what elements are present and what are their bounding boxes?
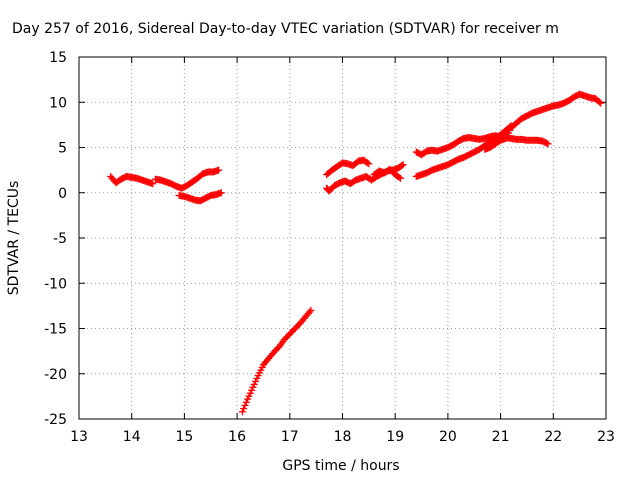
data-point — [399, 161, 407, 169]
data-point — [240, 405, 248, 413]
data-points — [107, 90, 605, 416]
x-tick-label: 13 — [70, 429, 88, 445]
y-tick-label: -20 — [44, 367, 67, 383]
y-tick-label: -25 — [44, 412, 67, 428]
data-point — [597, 99, 605, 107]
x-axis-label: GPS time / hours — [282, 458, 399, 474]
x-tick-label: 19 — [386, 429, 404, 445]
x-tick-label: 16 — [228, 429, 246, 445]
data-point — [238, 408, 246, 416]
data-point — [365, 160, 373, 168]
data-point — [396, 174, 404, 182]
data-point — [398, 162, 406, 170]
data-point — [364, 159, 372, 167]
y-axis-label: SDTVAR / TECUs — [6, 181, 22, 296]
x-tick-label: 15 — [175, 429, 193, 445]
data-point — [215, 166, 223, 174]
axes: 13 14 15 16 17 18 19 20 21 22 23 -25 -20 -15 -10 -5 0 5 10… — [44, 50, 615, 445]
y-tick-label: 5 — [58, 141, 67, 157]
x-tick-label: 17 — [281, 429, 299, 445]
data-point — [242, 398, 250, 406]
x-tick-label: 18 — [334, 429, 352, 445]
data-point — [149, 180, 157, 188]
x-tick-label: 22 — [544, 429, 562, 445]
data-point — [395, 173, 403, 181]
data-point — [544, 140, 552, 148]
x-tick-label: 20 — [439, 429, 457, 445]
x-tick-label: 23 — [597, 429, 615, 445]
data-point — [595, 98, 603, 106]
grid-lines — [79, 57, 606, 419]
data-point — [306, 308, 314, 316]
y-tick-label: -15 — [44, 322, 67, 338]
data-point — [307, 306, 315, 314]
x-tick-label: 21 — [492, 429, 510, 445]
y-tick-label: -5 — [53, 231, 67, 247]
data-point — [543, 139, 551, 147]
y-tick-label: 10 — [49, 95, 67, 111]
y-tick-label: 15 — [49, 50, 67, 66]
y-tick-label: -10 — [44, 276, 67, 292]
y-tick-label: 0 — [58, 186, 67, 202]
data-point — [217, 189, 225, 197]
data-point — [241, 401, 249, 409]
plot-frame — [78, 56, 607, 420]
chart-title: Day 257 of 2016, Sidereal Day-to-day VTE… — [12, 21, 559, 37]
x-tick-label: 14 — [123, 429, 141, 445]
